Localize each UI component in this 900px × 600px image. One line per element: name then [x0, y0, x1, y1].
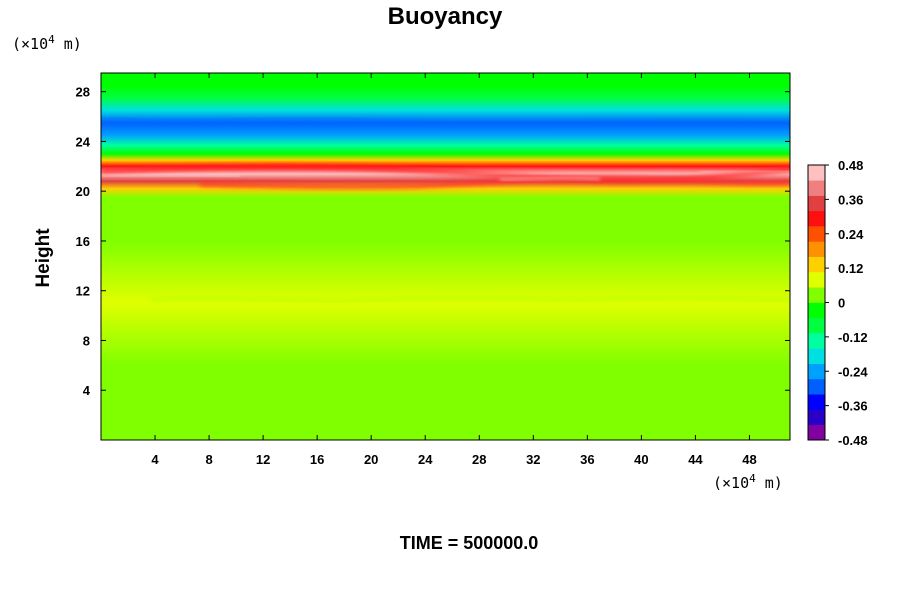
y-tick-label: 12 [76, 284, 90, 299]
mid-level-streak [149, 295, 790, 304]
colorbar-cell [808, 165, 825, 181]
colorbar-cell [808, 378, 825, 395]
y-tick-label: 24 [76, 134, 91, 149]
colorbar-cell [808, 195, 825, 212]
colorbar-tick-label: 0.48 [838, 158, 863, 173]
colorbar-cell [808, 394, 825, 410]
colorbar-cell [808, 210, 825, 227]
colorbar-tick-label: -0.24 [838, 364, 868, 379]
colorbar-cell [808, 348, 825, 364]
y-tick-label: 28 [76, 85, 90, 100]
colorbar-cell [808, 424, 825, 441]
colorbar-cell [808, 271, 825, 288]
colorbar-cell [808, 180, 825, 196]
x-tick-label: 12 [256, 452, 270, 467]
time-label: TIME = 500000.0 [400, 533, 539, 553]
chart-title: Buoyancy [388, 3, 503, 30]
buoyancy-field [101, 73, 790, 440]
colorbar-tick-label: -0.36 [838, 399, 868, 414]
colorbar: 0.48 0.36 0.24 0.12 0 -0.12 -0.24 -0.36 -0.48 [807, 158, 868, 448]
x-tick-label: 44 [688, 452, 703, 467]
colorbar-tick-label: 0.12 [838, 261, 863, 276]
colorbar-cell [808, 241, 825, 257]
colorbar-cell [808, 256, 825, 273]
colorbar-ticks: 0.48 0.36 0.24 0.12 0 -0.12 -0.24 -0.36 -0.48 [825, 158, 868, 448]
y-tick-label: 20 [76, 184, 90, 199]
colorbar-tick-label: -0.48 [838, 433, 868, 448]
y-axis-label: Height [33, 228, 54, 288]
peak-streak-right [699, 170, 790, 173]
x-tick-label: 24 [418, 452, 433, 467]
colorbar-cell [808, 287, 825, 303]
colorbar-tick-label: 0.24 [838, 227, 864, 242]
colorbar-cell [808, 363, 825, 380]
warm-streak-lower [199, 175, 790, 190]
x-tick-label: 40 [634, 452, 648, 467]
colorbar-cell [808, 226, 825, 242]
x-tick-label: 20 [364, 452, 378, 467]
y-tick-label: 8 [83, 333, 90, 348]
x-tick-label: 28 [472, 452, 486, 467]
colorbar-tick-label: -0.12 [838, 330, 868, 345]
peak-streak-center [499, 176, 601, 181]
y-tick-label: 16 [76, 234, 90, 249]
colorbar-tick-label: 0 [838, 296, 845, 311]
y-unit-label: (×104 m) [12, 33, 82, 53]
colorbar-cell [808, 317, 825, 334]
colorbar-cells [808, 165, 825, 441]
colorbar-tick-label: 0.36 [838, 192, 863, 207]
x-unit-label: (×104 m) [713, 472, 783, 492]
x-tick-label: 8 [205, 452, 212, 467]
cool-streak [101, 117, 790, 129]
field-streaks [101, 117, 790, 304]
x-tick-label: 36 [580, 452, 594, 467]
colorbar-cell [808, 409, 825, 426]
peak-streak-left [101, 173, 241, 177]
colorbar-cell [808, 302, 825, 319]
colorbar-cell [808, 333, 825, 349]
y-tick-label: 4 [83, 383, 91, 398]
x-tick-label: 4 [151, 452, 159, 467]
x-tick-label: 48 [742, 452, 756, 467]
x-tick-label: 32 [526, 452, 540, 467]
plot-frame [100, 72, 791, 441]
x-tick-label: 16 [310, 452, 324, 467]
